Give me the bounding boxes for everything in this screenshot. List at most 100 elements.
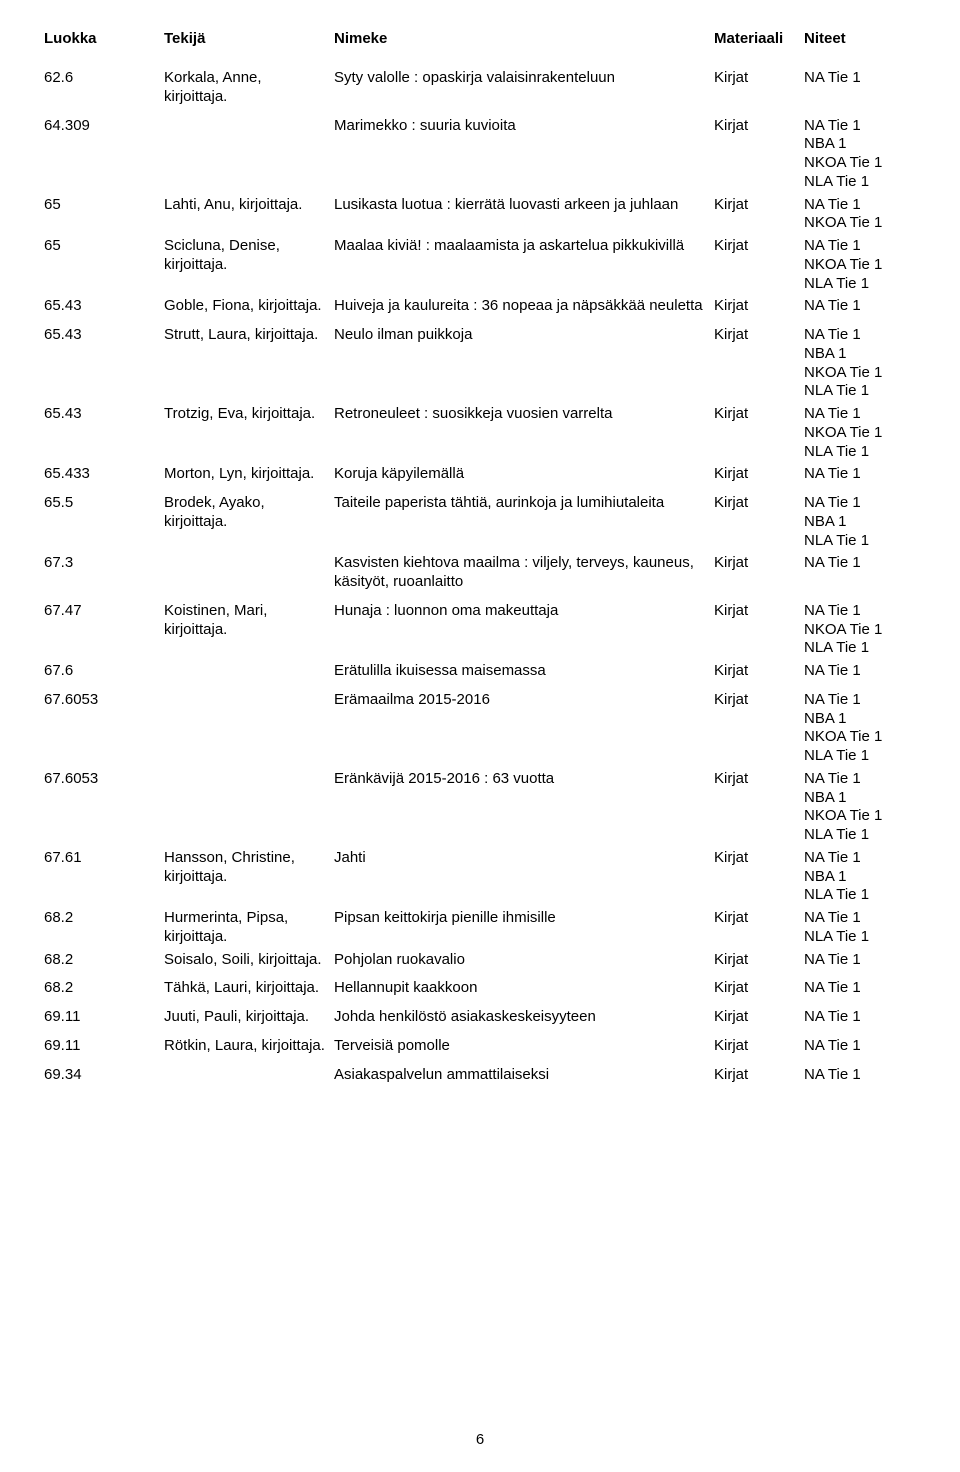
- cell-nimeke: Erämaailma 2015-2016: [334, 691, 714, 710]
- cell-luokka: 67.47: [44, 602, 164, 621]
- niteet-line: NA Tie 1: [804, 326, 916, 345]
- niteet-line: NLA Tie 1: [804, 886, 916, 905]
- cell-luokka: 68.2: [44, 951, 164, 970]
- cell-materiaali: Kirjat: [714, 979, 804, 998]
- cell-luokka: 69.11: [44, 1008, 164, 1027]
- cell-tekija: Trotzig, Eva, kirjoittaja.: [164, 405, 334, 424]
- cell-nimeke: Hellannupit kaakkoon: [334, 979, 714, 998]
- cell-materiaali: Kirjat: [714, 1066, 804, 1085]
- niteet-line: NLA Tie 1: [804, 275, 916, 294]
- niteet-line: NLA Tie 1: [804, 532, 916, 551]
- table-row: 65.433Morton, Lyn, kirjoittaja.Koruja kä…: [44, 465, 916, 484]
- table-row: 69.34 Asiakaspalvelun ammattilaiseksiKirj…: [44, 1066, 916, 1085]
- niteet-line: NKOA Tie 1: [804, 807, 916, 826]
- table-row: 67.6Erätulilla ikuisessa maisemassaKirja…: [44, 662, 916, 681]
- table-row: 67.47Koistinen, Mari, kirjoittaja.Hunaja…: [44, 602, 916, 658]
- cell-luokka: 67.61: [44, 849, 164, 868]
- table-row: 65.43Trotzig, Eva, kirjoittaja.Retroneul…: [44, 405, 916, 461]
- cell-materiaali: Kirjat: [714, 770, 804, 789]
- cell-niteet: NA Tie 1: [804, 554, 916, 573]
- cell-tekija: Rötkin, Laura, kirjoittaja.: [164, 1037, 334, 1056]
- cell-niteet: NA Tie 1NBA 1NKOA Tie 1NLA Tie 1: [804, 326, 916, 401]
- niteet-line: NA Tie 1: [804, 69, 916, 88]
- cell-tekija: Scicluna, Denise, kirjoittaja.: [164, 237, 334, 275]
- cell-materiaali: Kirjat: [714, 1037, 804, 1056]
- cell-niteet: NA Tie 1NLA Tie 1: [804, 909, 916, 947]
- cell-luokka: 67.6: [44, 662, 164, 681]
- niteet-line: NBA 1: [804, 135, 916, 154]
- cell-luokka: 69.11: [44, 1037, 164, 1056]
- niteet-line: NA Tie 1: [804, 691, 916, 710]
- niteet-line: NKOA Tie 1: [804, 364, 916, 383]
- cell-nimeke: Jahti: [334, 849, 714, 868]
- cell-nimeke: Terveisiä pomolle: [334, 1037, 714, 1056]
- cell-luokka: 65: [44, 237, 164, 256]
- niteet-line: NA Tie 1: [804, 297, 916, 316]
- cell-materiaali: Kirjat: [714, 117, 804, 136]
- cell-luokka: 65.5: [44, 494, 164, 513]
- cell-nimeke: Johda henkilöstö asiakaskeskeisyyteen: [334, 1008, 714, 1027]
- cell-nimeke: Asiakaspalvelun ammattilaiseksi: [334, 1066, 714, 1085]
- niteet-line: NA Tie 1: [804, 1066, 916, 1085]
- niteet-line: NA Tie 1: [804, 196, 916, 215]
- cell-tekija: Morton, Lyn, kirjoittaja.: [164, 465, 334, 484]
- cell-luokka: 67.6053: [44, 770, 164, 789]
- cell-nimeke: Hunaja : luonnon oma makeuttaja: [334, 602, 714, 621]
- table-row: 68.2Soisalo, Soili, kirjoittaja.Pohjolan…: [44, 951, 916, 970]
- niteet-line: NKOA Tie 1: [804, 424, 916, 443]
- niteet-line: NA Tie 1: [804, 237, 916, 256]
- header-materiaali: Materiaali: [714, 30, 804, 47]
- cell-materiaali: Kirjat: [714, 1008, 804, 1027]
- cell-niteet: NA Tie 1NBA 1NKOA Tie 1NLA Tie 1: [804, 117, 916, 192]
- cell-nimeke: Retroneuleet : suosikkeja vuosien varrel…: [334, 405, 714, 424]
- cell-materiaali: Kirjat: [714, 602, 804, 621]
- table-row: 67.3Kasvisten kiehtova maailma : viljely…: [44, 554, 916, 592]
- cell-nimeke: Pohjolan ruokavalio: [334, 951, 714, 970]
- cell-niteet: NA Tie 1NKOA Tie 1NLA Tie 1: [804, 405, 916, 461]
- cell-niteet: NA Tie 1: [804, 662, 916, 681]
- cell-luokka: 64.309: [44, 117, 164, 136]
- cell-niteet: NA Tie 1NBA 1NKOA Tie 1NLA Tie 1: [804, 770, 916, 845]
- table-row: 65.43Goble, Fiona, kirjoittaja.Huiveja j…: [44, 297, 916, 316]
- cell-nimeke: Taiteile paperista tähtiä, aurinkoja ja …: [334, 494, 714, 513]
- niteet-line: NLA Tie 1: [804, 443, 916, 462]
- cell-materiaali: Kirjat: [714, 405, 804, 424]
- niteet-line: NA Tie 1: [804, 662, 916, 681]
- cell-nimeke: Pipsan keittokirja pienille ihmisille: [334, 909, 714, 928]
- niteet-line: NBA 1: [804, 710, 916, 729]
- header-niteet: Niteet: [804, 30, 916, 47]
- cell-luokka: 65.43: [44, 297, 164, 316]
- table-row: 68.2Hurmerinta, Pipsa, kirjoittaja.Pipsa…: [44, 909, 916, 947]
- table-row: 65Lahti, Anu, kirjoittaja.Lusikasta luot…: [44, 196, 916, 234]
- cell-tekija: Tähkä, Lauri, kirjoittaja.: [164, 979, 334, 998]
- niteet-line: NLA Tie 1: [804, 639, 916, 658]
- cell-niteet: NA Tie 1: [804, 1066, 916, 1085]
- cell-luokka: 69.34: [44, 1066, 164, 1085]
- cell-tekija: Soisalo, Soili, kirjoittaja.: [164, 951, 334, 970]
- cell-tekija: Hurmerinta, Pipsa, kirjoittaja.: [164, 909, 334, 947]
- table-row: 62.6Korkala, Anne, kirjoittaja.Syty valo…: [44, 69, 916, 107]
- cell-niteet: NA Tie 1: [804, 979, 916, 998]
- table-row: 67.6053Erämaailma 2015-2016KirjatNA Tie …: [44, 691, 916, 766]
- table-row: 68.2Tähkä, Lauri, kirjoittaja.Hellannupi…: [44, 979, 916, 998]
- cell-materiaali: Kirjat: [714, 465, 804, 484]
- cell-niteet: NA Tie 1: [804, 465, 916, 484]
- rows-container: 62.6Korkala, Anne, kirjoittaja.Syty valo…: [44, 69, 916, 1084]
- cell-tekija: Korkala, Anne, kirjoittaja.: [164, 69, 334, 107]
- page-number: 6: [0, 1431, 960, 1448]
- niteet-line: NA Tie 1: [804, 770, 916, 789]
- cell-tekija: Brodek, Ayako, kirjoittaja.: [164, 494, 334, 532]
- header-luokka: Luokka: [44, 30, 164, 47]
- header-nimeke: Nimeke: [334, 30, 714, 47]
- cell-luokka: 65.433: [44, 465, 164, 484]
- niteet-line: NKOA Tie 1: [804, 214, 916, 233]
- page-container: Luokka Tekijä Nimeke Materiaali Niteet 6…: [0, 0, 960, 1472]
- cell-niteet: NA Tie 1: [804, 1008, 916, 1027]
- niteet-line: NLA Tie 1: [804, 826, 916, 845]
- niteet-line: NA Tie 1: [804, 465, 916, 484]
- niteet-line: NA Tie 1: [804, 1008, 916, 1027]
- cell-niteet: NA Tie 1NBA 1NLA Tie 1: [804, 849, 916, 905]
- table-row: 69.11Juuti, Pauli, kirjoittaja.Johda hen…: [44, 1008, 916, 1027]
- cell-materiaali: Kirjat: [714, 494, 804, 513]
- cell-materiaali: Kirjat: [714, 69, 804, 88]
